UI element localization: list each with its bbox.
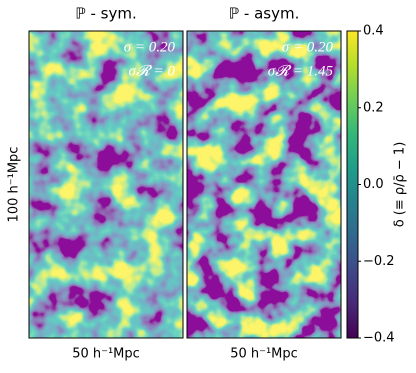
colorbar-tick-label: −0.2 [363, 254, 395, 269]
y-axis-label: 100 h⁻¹Mpc [7, 147, 22, 223]
x-axis-label: 50 h⁻¹Mpc [72, 347, 140, 362]
colorbar-tick-label: 0.2 [363, 100, 384, 115]
colorbar [346, 30, 359, 339]
annotation: σ = 0.20 [282, 39, 334, 55]
colorbar-label: δ (≡ ρ/ρ̄ − 1) [393, 142, 408, 228]
annotation: σ = 0.20 [124, 39, 176, 55]
density-field [29, 31, 183, 338]
panel-frame [186, 30, 342, 339]
panel-title: ℙ - sym. [75, 5, 137, 23]
panel-frame [28, 30, 184, 339]
colorbar-tick-label: 0.0 [363, 177, 384, 192]
annotation: σ𝓡 = 0 [128, 63, 175, 79]
colorbar-tick-label: 0.4 [363, 24, 384, 39]
panel-title: ℙ - asym. [229, 5, 300, 23]
density-field [187, 31, 341, 338]
annotation: σ𝓡 = 1.45 [268, 63, 334, 79]
colorbar-tick-label: −0.4 [363, 331, 395, 346]
x-axis-label: 50 h⁻¹Mpc [230, 347, 298, 362]
